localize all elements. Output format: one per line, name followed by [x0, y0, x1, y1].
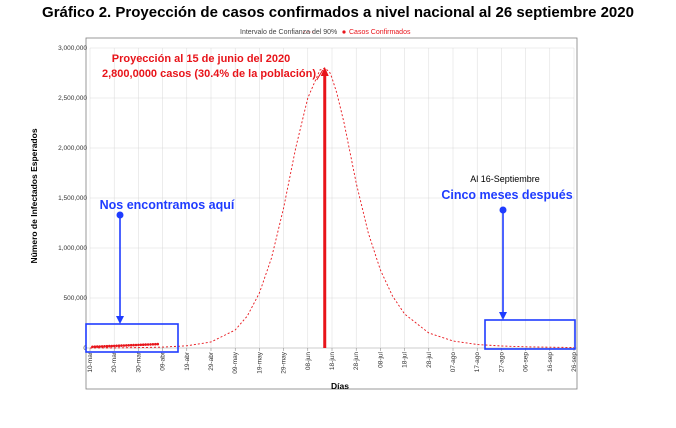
sept-annotation-small: Al 16-Septiembre: [470, 174, 540, 184]
confirmed-case-point: [110, 344, 114, 348]
x-tick-label: 18-jul: [402, 351, 409, 367]
x-tick-labels: 10-mar 20-mar 30-mar 09-abr 19-abr 29-abr 09-m…: [87, 351, 578, 374]
confirmed-case-point: [112, 344, 116, 348]
confirmed-case-point: [95, 345, 99, 348]
confirmed-case-point: [156, 342, 160, 346]
peak-pointer-line: [316, 69, 324, 81]
series-points-confirmed: [91, 342, 160, 349]
confirmed-case-point: [103, 345, 106, 348]
x-tick-label: 29-abr: [208, 351, 215, 371]
here-arrowhead: [116, 316, 124, 324]
y-tick-labels: 0500,0001,000,0001,500,0002,000,0002,500…: [58, 45, 87, 352]
confirmed-case-point: [117, 344, 121, 348]
confirmed-case-point: [127, 344, 131, 347]
x-tick-label: 17-ago: [474, 352, 481, 373]
x-tick-label: 07-ago: [450, 352, 457, 373]
x-tick-label: 10-mar: [87, 351, 94, 372]
y-tick-label: 3,000,000: [58, 45, 87, 52]
here-highlight-box: [85, 323, 179, 353]
y-tick-label: 2,000,000: [58, 145, 87, 152]
x-tick-label: 08-jun: [305, 352, 312, 370]
confirmed-case-point: [137, 343, 140, 347]
confirmed-case-point: [154, 342, 157, 346]
confirmed-case-point: [122, 344, 126, 347]
gridlines: [89, 47, 575, 351]
x-tick-label: 06-sep: [523, 352, 530, 372]
y-tick-label: 500,000: [64, 295, 88, 302]
confirmed-case-point: [98, 345, 101, 348]
x-tick-label: 08-jul: [377, 351, 384, 367]
confirmed-case-point: [149, 343, 152, 346]
y-tick-label: 2,500,000: [58, 95, 87, 102]
confirmed-case-point: [132, 343, 135, 347]
legend-swatch-confirmed: [342, 30, 346, 34]
confirmed-case-point: [125, 344, 128, 347]
confirmed-case-point: [91, 345, 94, 349]
x-tick-label: 30-mar: [135, 351, 142, 372]
confirmed-case-point: [141, 343, 145, 347]
here-annotation: Nos encontramos aquí: [100, 198, 235, 212]
confirmed-case-point: [93, 345, 97, 349]
legend-label-ci: Intervalo de Confianza del 90%: [240, 29, 337, 36]
chart-frame: [85, 37, 578, 390]
peak-annotation-line2: 2,800,0000 casos (30.4% de la población): [102, 68, 316, 80]
confirmed-case-point: [146, 343, 150, 346]
x-tick-label: 18-jun: [329, 352, 336, 370]
confirmed-case-point: [105, 344, 109, 348]
confirmed-case-point: [100, 345, 104, 348]
legend: Intervalo de Confianza del 90% Casos Con…: [240, 29, 411, 36]
x-tick-label: 28-jul: [426, 351, 433, 367]
y-tick-label: 1,500,000: [58, 195, 87, 202]
confirmed-case-point: [139, 343, 143, 347]
y-axis-title: Número de Infectados Esperados: [29, 128, 39, 263]
x-tick-label: 19-abr: [184, 351, 191, 371]
peak-annotation-line1: Proyección al 15 de junio del 2020: [112, 53, 291, 65]
series-line-ci: [89, 67, 575, 349]
x-tick-label: 26-sep: [571, 352, 578, 372]
y-tick-label: 1,000,000: [58, 245, 87, 252]
x-tick-label: 09-abr: [160, 351, 167, 371]
x-tick-label: 29-may: [281, 351, 288, 373]
sept-annotation-big: Cinco meses después: [441, 188, 572, 202]
x-tick-label: 16-sep: [547, 352, 554, 372]
confirmed-case-point: [120, 344, 123, 347]
sept-highlight-box: [484, 319, 576, 350]
confirmed-case-point: [151, 343, 155, 346]
x-tick-label: 20-mar: [111, 351, 118, 372]
peak-arrowhead: [320, 67, 329, 76]
sept-arrowhead: [499, 312, 507, 320]
confirmed-case-point: [134, 343, 138, 347]
x-tick-label: 19-may: [256, 351, 263, 373]
x-tick-label: 28-jun: [353, 352, 360, 370]
x-tick-label: 09-may: [232, 351, 239, 373]
x-axis-title: Días: [331, 381, 349, 391]
x-tick-label: 27-ago: [498, 352, 505, 373]
chart-title: Gráfico 2. Proyección de casos confirmad…: [42, 4, 634, 21]
legend-label-confirmed: Casos Confirmados: [349, 29, 411, 36]
confirmed-case-point: [108, 344, 111, 348]
confirmed-case-point: [115, 344, 118, 348]
confirmed-case-point: [144, 343, 147, 346]
confirmed-case-point: [129, 343, 133, 347]
